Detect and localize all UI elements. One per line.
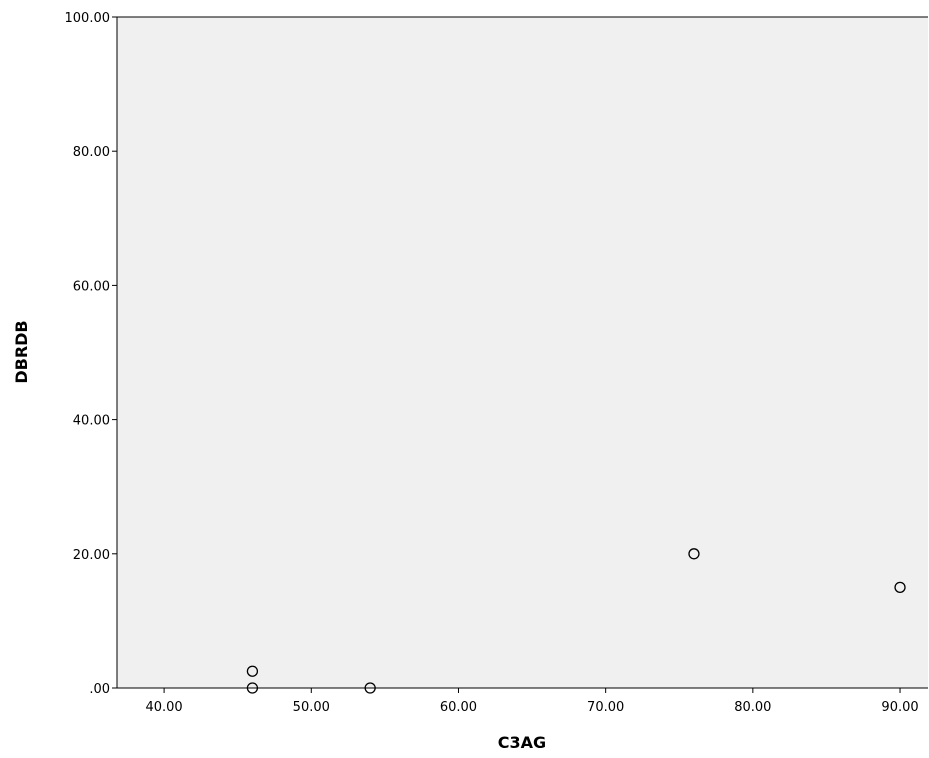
y-tick-label: 40.00 [73, 414, 110, 429]
data-point [364, 682, 376, 694]
x-tick-label: 60.00 [440, 700, 477, 715]
y-tick-label: 60.00 [73, 279, 110, 294]
y-tick-label: 20.00 [73, 548, 110, 563]
data-points [246, 548, 906, 694]
data-point [246, 682, 259, 694]
x-tick-label: 90.00 [881, 700, 918, 715]
y-axis-title: DBRDB [12, 320, 31, 383]
data-point [246, 665, 259, 677]
y-axis-ticks: .00 20.00 40.00 60.00 80.00 100.00 [65, 11, 117, 697]
y-tick-label: 100.00 [65, 11, 111, 26]
y-tick-label: .00 [89, 682, 110, 697]
x-axis-ticks: 40.00 50.00 60.00 70.00 80.00 90.00 [145, 688, 919, 715]
plot-area [117, 17, 928, 688]
y-tick-label: 80.00 [73, 145, 110, 160]
x-axis-title: C3AG [498, 733, 546, 752]
x-tick-label: 50.00 [293, 700, 330, 715]
data-point [688, 548, 700, 560]
x-tick-label: 70.00 [587, 700, 624, 715]
x-tick-label: 40.00 [145, 700, 182, 715]
x-tick-label: 80.00 [734, 700, 771, 715]
data-point [894, 581, 906, 593]
